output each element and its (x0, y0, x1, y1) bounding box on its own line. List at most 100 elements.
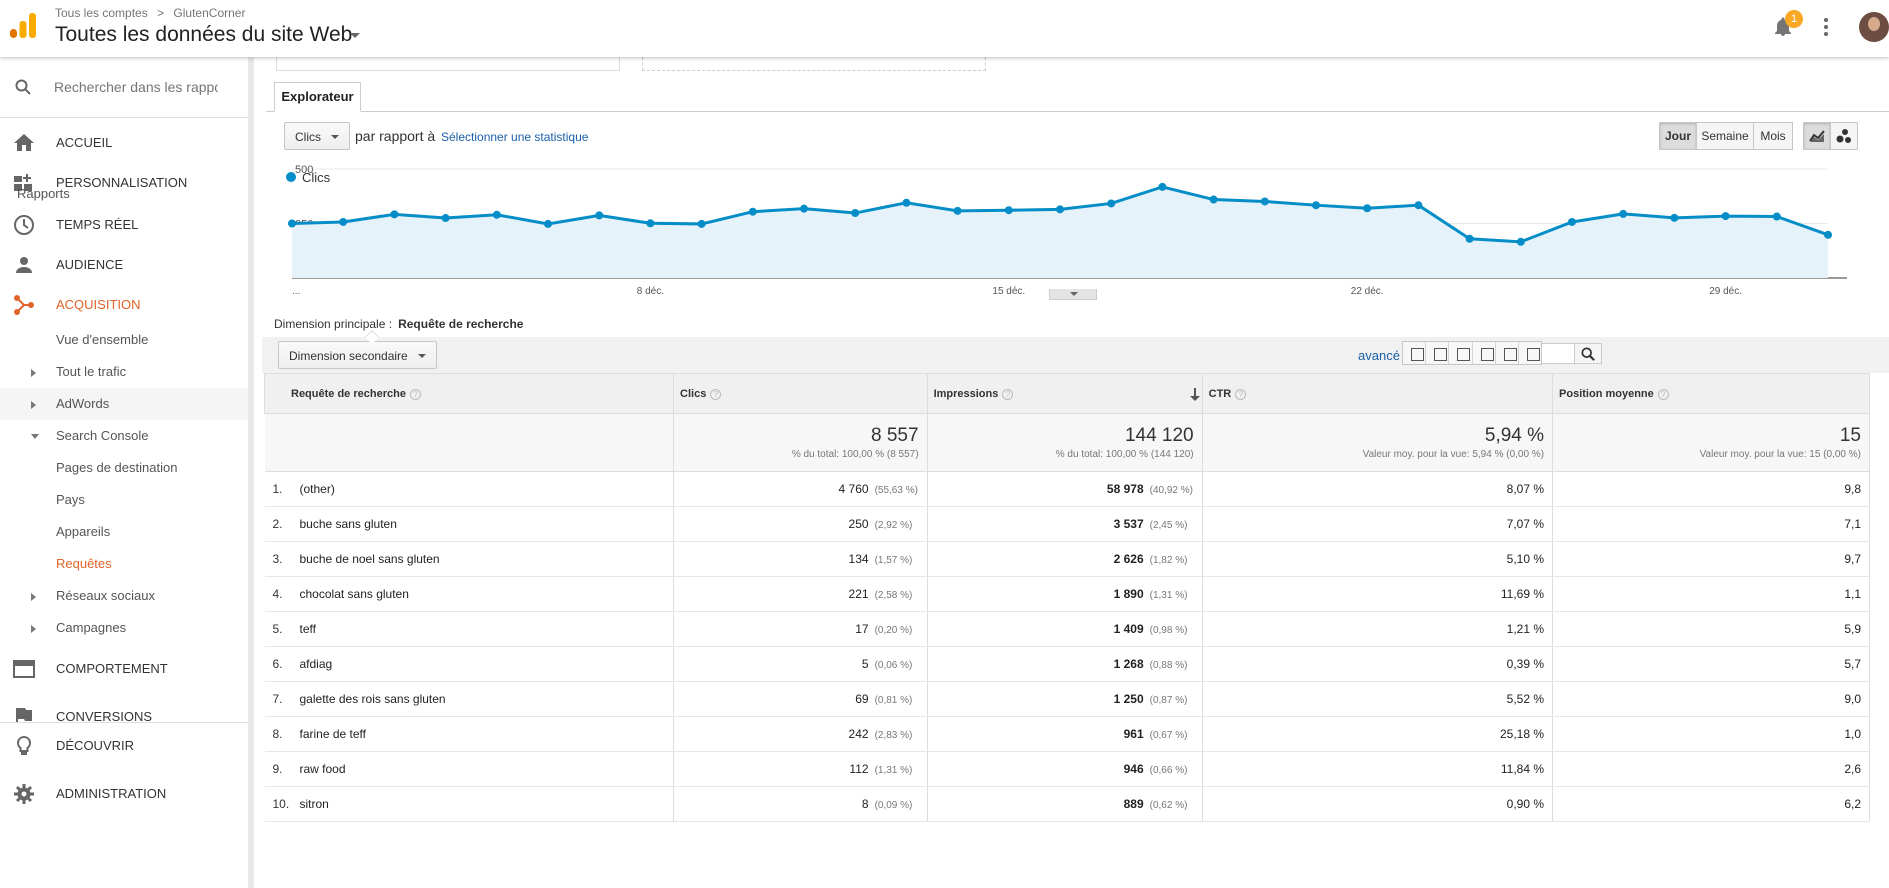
nav-social[interactable]: Réseaux sociaux (0, 580, 249, 612)
clicks-value: 221 (848, 587, 869, 601)
chevron-down-icon[interactable] (350, 33, 360, 38)
nav-conversions[interactable]: CONVERSIONS (0, 696, 249, 722)
table-row[interactable]: 8. farine de teff 242 (2,83 %) 961 (0,67 %) 25… (264, 716, 1870, 752)
query-cell[interactable]: 9. raw food (264, 751, 675, 787)
period-month-button[interactable]: Mois (1753, 122, 1793, 150)
breadcrumb[interactable]: Tous les comptes > GlutenCorner (55, 6, 251, 20)
sidebar-search[interactable] (0, 57, 249, 117)
query-cell[interactable]: 4. chocolat sans gluten (264, 576, 675, 612)
analytics-logo-icon[interactable] (9, 13, 37, 39)
nav-acq-overview[interactable]: Vue d'ensemble (0, 324, 249, 356)
nav-behavior[interactable]: COMPORTEMENT (0, 648, 249, 688)
col-header-position[interactable]: Position moyenne? (1552, 373, 1870, 414)
table-row[interactable]: 3. buche de noel sans gluten 134 (1,57 %) 2 … (264, 541, 1870, 577)
nav-all-traffic[interactable]: Tout le trafic (0, 356, 249, 388)
clicks-cell: 221 (2,58 %) (673, 576, 928, 612)
query-cell[interactable]: 5. teff (264, 611, 675, 647)
nav-acquisition[interactable]: ACQUISITION (0, 284, 249, 324)
col-header-impressions[interactable]: Impressions? (926, 373, 1203, 414)
chart-collapse-handle[interactable] (1049, 289, 1097, 300)
position-cell: 5,7 (1552, 646, 1870, 682)
pie-view-icon[interactable] (1426, 342, 1450, 364)
help-icon[interactable]: ? (409, 388, 421, 400)
col-header-query[interactable]: Requête de recherche? (263, 373, 675, 414)
nav-realtime[interactable]: TEMPS RÉEL (0, 204, 249, 244)
totals-row: 8 557 % du total: 100,00 % (8 557) 144 12… (264, 413, 1870, 472)
primary-dimension-value[interactable]: Requête de recherche (398, 317, 524, 331)
query-cell[interactable]: 3. buche de noel sans gluten (264, 541, 675, 577)
metric-dropdown[interactable]: Clics (284, 122, 350, 150)
segment-card[interactable] (276, 57, 620, 71)
table-row[interactable]: 6. afdiag 5 (0,06 %) 1 268 (0,88 %) 0,39 % 5,7 (264, 646, 1870, 682)
table-row[interactable]: 5. teff 17 (0,20 %) 1 409 (0,98 %) 1,21 % 5,9 (264, 611, 1870, 647)
more-vert-icon[interactable] (1823, 16, 1829, 36)
nav-home[interactable]: ACCUEIL (0, 122, 249, 162)
help-icon[interactable]: ? (710, 388, 722, 400)
comparison-view-icon[interactable] (1473, 342, 1496, 364)
collapse-arrow-icon (31, 434, 39, 439)
line-chart-button[interactable] (1803, 122, 1831, 150)
query-link[interactable]: galette des rois sans gluten (299, 692, 446, 706)
pivot-view-icon[interactable] (1519, 342, 1541, 364)
term-cloud-view-icon[interactable] (1496, 342, 1519, 364)
nav-admin[interactable]: ADMINISTRATION (0, 773, 249, 813)
report-search-input[interactable] (52, 75, 220, 99)
query-link[interactable]: buche sans gluten (299, 517, 397, 531)
nav-devices[interactable]: Appareils (0, 516, 249, 548)
table-view-icon[interactable] (1403, 342, 1427, 364)
query-link[interactable]: (other) (299, 482, 335, 496)
table-filter-button[interactable] (1574, 343, 1602, 364)
period-week-button[interactable]: Semaine (1696, 122, 1754, 150)
nav-adwords[interactable]: AdWords (0, 388, 249, 420)
avatar[interactable] (1859, 12, 1889, 42)
query-link[interactable]: buche de noel sans gluten (299, 552, 440, 566)
nav-campaigns[interactable]: Campagnes (0, 612, 249, 644)
impressions-percent: (2,45 %) (1149, 520, 1188, 531)
add-segment-card[interactable] (642, 57, 986, 71)
table-row[interactable]: 2. buche sans gluten 250 (2,92 %) 3 537 (2,45… (264, 506, 1870, 542)
tab-explorer[interactable]: Explorateur (274, 82, 361, 112)
query-link[interactable]: sitron (299, 797, 329, 811)
query-link[interactable]: raw food (299, 762, 346, 776)
table-view-selector[interactable] (1402, 341, 1542, 365)
query-link[interactable]: teff (299, 622, 316, 636)
breadcrumb-all-accounts[interactable]: Tous les comptes (55, 6, 148, 20)
help-icon[interactable]: ? (1002, 388, 1014, 400)
select-metric-link[interactable]: Sélectionner une statistique (441, 130, 589, 144)
advanced-filter-link[interactable]: avancé (1358, 348, 1400, 363)
nav-audience[interactable]: AUDIENCE (0, 244, 249, 284)
table-row[interactable]: 7. galette des rois sans gluten 69 (0,81 %)… (264, 681, 1870, 717)
query-link[interactable]: chocolat sans gluten (299, 587, 409, 601)
nav-customization[interactable]: PERSONNALISATION (0, 162, 249, 202)
help-icon[interactable]: ? (1657, 388, 1669, 400)
query-cell[interactable]: 7. galette des rois sans gluten (264, 681, 675, 717)
col-header-clicks[interactable]: Clics? (673, 373, 928, 414)
performance-view-icon[interactable] (1449, 342, 1473, 364)
table-row[interactable]: 10. sitron 8 (0,09 %) 889 (0,62 %) 0,90 % 6,2 (264, 786, 1870, 822)
query-cell[interactable]: 1. (other) (264, 471, 675, 507)
nav-landing-pages[interactable]: Pages de destination (0, 452, 249, 484)
query-cell[interactable]: 6. afdiag (264, 646, 675, 682)
query-cell[interactable]: 10. sitron (264, 786, 675, 822)
nav-countries[interactable]: Pays (0, 484, 249, 516)
col-header-ctr[interactable]: CTR? (1201, 373, 1554, 414)
notification-badge[interactable]: 1 (1785, 10, 1803, 28)
nav-queries[interactable]: Requêtes (0, 548, 249, 580)
help-icon[interactable]: ? (1235, 388, 1247, 400)
query-cell[interactable]: 8. farine de teff (264, 716, 675, 752)
query-link[interactable]: farine de teff (299, 727, 367, 741)
nav-discover[interactable]: DÉCOUVRIR (0, 725, 249, 765)
query-cell[interactable]: 2. buche sans gluten (264, 506, 675, 542)
x-tick-label: 8 déc. (637, 286, 664, 297)
clicks-cell: 134 (1,57 %) (673, 541, 928, 577)
period-day-button[interactable]: Jour (1659, 122, 1697, 150)
query-link[interactable]: afdiag (299, 657, 333, 671)
view-selector-title[interactable]: Toutes les données du site Web (55, 23, 353, 46)
table-row[interactable]: 4. chocolat sans gluten 221 (2,58 %) 1 890 (1… (264, 576, 1870, 612)
table-row[interactable]: 1. (other) 4 760 (55,63 %) 58 978 (40,92 %) 8,… (264, 471, 1870, 507)
breadcrumb-account[interactable]: GlutenCorner (173, 6, 246, 20)
motion-chart-button[interactable] (1830, 122, 1858, 150)
table-row[interactable]: 9. raw food 112 (1,31 %) 946 (0,66 %) 11,84 % 2… (264, 751, 1870, 787)
secondary-dimension-dropdown[interactable]: Dimension secondaire (278, 341, 437, 369)
nav-search-console[interactable]: Search Console (0, 420, 249, 452)
